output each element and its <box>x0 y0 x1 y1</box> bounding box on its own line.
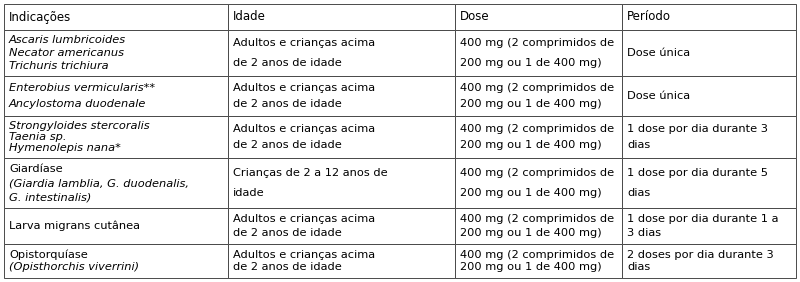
Text: 3 dias: 3 dias <box>627 228 661 238</box>
Text: Giardíase: Giardíase <box>9 164 62 174</box>
Text: Taenia sp.: Taenia sp. <box>9 132 66 142</box>
Text: Trichuris trichiura: Trichuris trichiura <box>9 61 109 71</box>
Bar <box>228 208 455 244</box>
Text: de 2 anos de idade: de 2 anos de idade <box>233 263 342 272</box>
Bar <box>228 116 455 158</box>
Text: 400 mg (2 comprimidos de: 400 mg (2 comprimidos de <box>460 39 614 49</box>
Text: de 2 anos de idade: de 2 anos de idade <box>233 58 342 67</box>
Text: Período: Período <box>627 10 671 23</box>
Text: Dose única: Dose única <box>627 48 690 58</box>
Text: Dose: Dose <box>460 10 490 23</box>
Bar <box>455 208 622 244</box>
Text: Idade: Idade <box>233 10 266 23</box>
Bar <box>228 244 455 278</box>
Bar <box>622 208 796 244</box>
Text: 200 mg ou 1 de 400 mg): 200 mg ou 1 de 400 mg) <box>460 58 602 67</box>
Bar <box>455 116 622 158</box>
Text: Ascaris lumbricoides: Ascaris lumbricoides <box>9 35 126 45</box>
Text: (Giardia lamblia, G. duodenalis,: (Giardia lamblia, G. duodenalis, <box>9 178 189 188</box>
Text: 2 doses por dia durante 3: 2 doses por dia durante 3 <box>627 250 774 259</box>
Bar <box>455 158 622 208</box>
Bar <box>4 4 228 30</box>
Bar <box>4 244 228 278</box>
Text: Dose única: Dose única <box>627 91 690 101</box>
Text: (Opisthorchis viverrini): (Opisthorchis viverrini) <box>9 263 139 272</box>
Bar <box>622 30 796 76</box>
Text: G. intestinalis): G. intestinalis) <box>9 192 91 202</box>
Text: 400 mg (2 comprimidos de: 400 mg (2 comprimidos de <box>460 250 614 259</box>
Bar <box>4 158 228 208</box>
Text: de 2 anos de idade: de 2 anos de idade <box>233 140 342 151</box>
Bar <box>455 244 622 278</box>
Text: de 2 anos de idade: de 2 anos de idade <box>233 228 342 238</box>
Text: dias: dias <box>627 263 650 272</box>
Text: 400 mg (2 comprimidos de: 400 mg (2 comprimidos de <box>460 214 614 224</box>
Text: idade: idade <box>233 188 265 199</box>
Bar <box>4 208 228 244</box>
Text: Ancylostoma duodenale: Ancylostoma duodenale <box>9 99 146 109</box>
Bar <box>455 76 622 116</box>
Bar <box>4 30 228 76</box>
Bar <box>622 244 796 278</box>
Bar <box>622 158 796 208</box>
Text: Strongyloides stercoralis: Strongyloides stercoralis <box>9 121 150 131</box>
Text: Enterobius vermicularis**: Enterobius vermicularis** <box>9 83 155 93</box>
Bar <box>4 76 228 116</box>
Text: Adultos e crianças acima: Adultos e crianças acima <box>233 250 375 259</box>
Bar <box>622 76 796 116</box>
Text: dias: dias <box>627 140 650 151</box>
Bar <box>622 116 796 158</box>
Bar <box>228 4 455 30</box>
Text: Adultos e crianças acima: Adultos e crianças acima <box>233 124 375 133</box>
Text: Adultos e crianças acima: Adultos e crianças acima <box>233 83 375 93</box>
Bar <box>622 4 796 30</box>
Text: dias: dias <box>627 188 650 199</box>
Bar <box>455 30 622 76</box>
Bar <box>228 76 455 116</box>
Text: 200 mg ou 1 de 400 mg): 200 mg ou 1 de 400 mg) <box>460 140 602 151</box>
Text: Adultos e crianças acima: Adultos e crianças acima <box>233 39 375 49</box>
Text: 200 mg ou 1 de 400 mg): 200 mg ou 1 de 400 mg) <box>460 99 602 109</box>
Text: Hymenolepis nana*: Hymenolepis nana* <box>9 143 121 153</box>
Text: Necator americanus: Necator americanus <box>9 48 124 58</box>
Text: 1 dose por dia durante 3: 1 dose por dia durante 3 <box>627 124 768 133</box>
Bar <box>4 116 228 158</box>
Text: Indicações: Indicações <box>9 10 71 23</box>
Text: 200 mg ou 1 de 400 mg): 200 mg ou 1 de 400 mg) <box>460 188 602 199</box>
Text: 1 dose por dia durante 5: 1 dose por dia durante 5 <box>627 168 768 177</box>
Text: Larva migrans cutânea: Larva migrans cutânea <box>9 221 140 231</box>
Text: 200 mg ou 1 de 400 mg): 200 mg ou 1 de 400 mg) <box>460 228 602 238</box>
Text: 400 mg (2 comprimidos de: 400 mg (2 comprimidos de <box>460 124 614 133</box>
Text: 1 dose por dia durante 1 a: 1 dose por dia durante 1 a <box>627 214 778 224</box>
Bar <box>455 4 622 30</box>
Text: 200 mg ou 1 de 400 mg): 200 mg ou 1 de 400 mg) <box>460 263 602 272</box>
Text: 400 mg (2 comprimidos de: 400 mg (2 comprimidos de <box>460 168 614 177</box>
Text: Adultos e crianças acima: Adultos e crianças acima <box>233 214 375 224</box>
Text: Opistorquíase: Opistorquíase <box>9 249 88 260</box>
Bar <box>228 158 455 208</box>
Text: 400 mg (2 comprimidos de: 400 mg (2 comprimidos de <box>460 83 614 93</box>
Text: de 2 anos de idade: de 2 anos de idade <box>233 99 342 109</box>
Text: Crianças de 2 a 12 anos de: Crianças de 2 a 12 anos de <box>233 168 388 177</box>
Bar <box>228 30 455 76</box>
